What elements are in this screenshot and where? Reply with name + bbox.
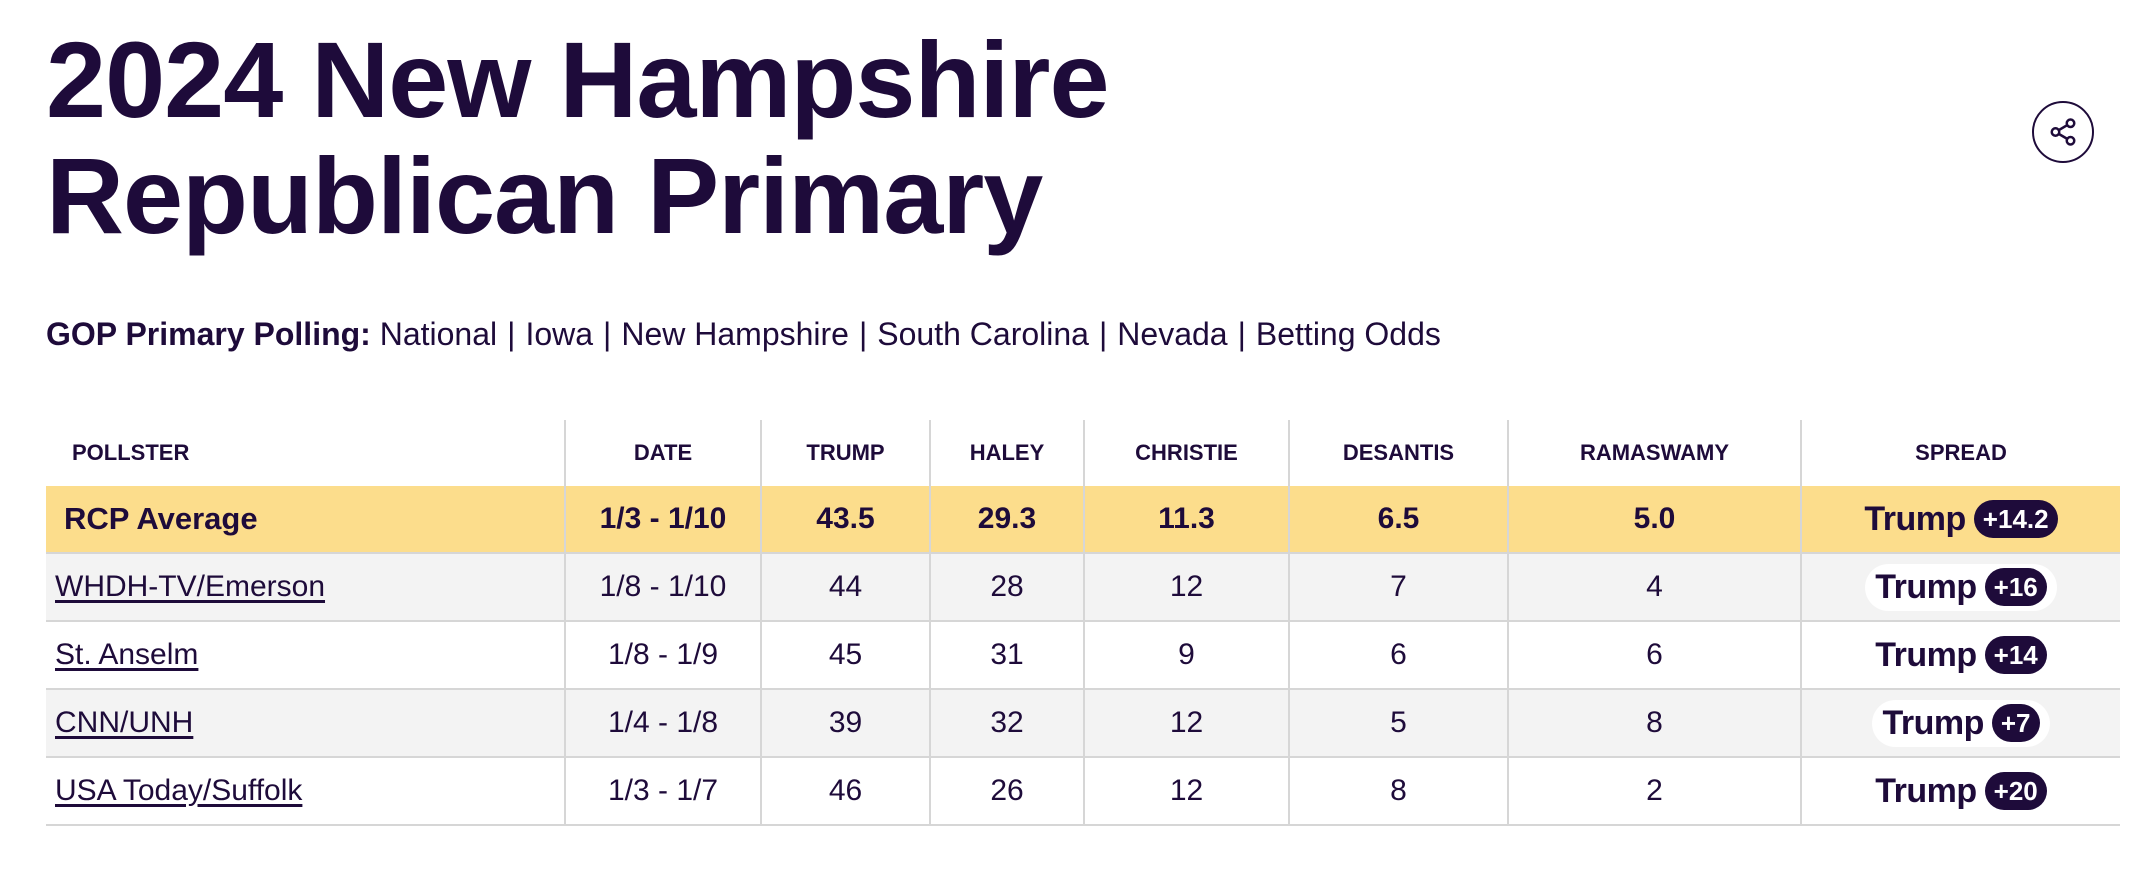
average-christie: 11.3 (1083, 486, 1289, 554)
header-date: DATE (564, 420, 761, 486)
trump-cell: 45 (760, 621, 930, 690)
date-cell: 1/8 - 1/9 (564, 621, 761, 690)
spread-pill: Trump +20 (1865, 767, 2057, 815)
table-row: St. Anselm 1/8 - 1/9 45 31 9 6 6 Trump +… (46, 621, 2120, 690)
nav-link-iowa[interactable]: Iowa (525, 316, 594, 352)
spread-cell: Trump +14 (1800, 621, 2120, 690)
gop-primary-polling-nav: GOP Primary Polling: National | Iowa | New H… (46, 312, 1441, 356)
ramaswamy-cell: 2 (1507, 757, 1801, 826)
spread-candidate: Trump (1875, 567, 1977, 606)
table-header-row: POLLSTER DATE TRUMP HALEY CHRISTIE DESAN… (46, 420, 2120, 486)
spread-cell: Trump +20 (1800, 757, 2120, 826)
table-row: CNN/UNH 1/4 - 1/8 39 32 12 5 8 Trump +7 (46, 689, 2120, 758)
spread-badge: +7 (1991, 704, 2040, 742)
desantis-cell: 7 (1288, 553, 1508, 622)
header-ramaswamy: RAMASWAMY (1507, 420, 1801, 486)
spread-candidate: Trump (1882, 703, 1984, 742)
average-ramaswamy: 5.0 (1507, 486, 1801, 554)
date-cell: 1/8 - 1/10 (564, 553, 761, 622)
spread-pill: Trump +14.2 (1864, 496, 2058, 543)
desantis-cell: 8 (1288, 757, 1508, 826)
trump-cell: 44 (760, 553, 930, 622)
ramaswamy-cell: 6 (1507, 621, 1801, 690)
nav-link-nevada[interactable]: Nevada (1117, 316, 1228, 352)
spread-badge: +16 (1984, 568, 2047, 606)
date-cell: 1/4 - 1/8 (564, 689, 761, 758)
nav-separator: | (1237, 316, 1246, 352)
pollster-cell: USA Today/Suffolk (46, 757, 565, 826)
spread-candidate: Trump (1864, 499, 1966, 538)
ramaswamy-cell: 4 (1507, 553, 1801, 622)
nav-separator: | (507, 316, 516, 352)
spread-badge: +14.2 (1973, 500, 2058, 538)
average-spread: Trump +14.2 (1800, 486, 2120, 554)
pollster-link-st-anselm[interactable]: St. Anselm (55, 638, 199, 671)
page-title-line-1: 2024 New Hampshire (46, 19, 1110, 140)
spread-pill: Trump +14 (1865, 631, 2057, 679)
spread-candidate: Trump (1875, 771, 1977, 810)
average-desantis: 6.5 (1288, 486, 1508, 554)
haley-cell: 28 (929, 553, 1084, 622)
nav-separator: | (603, 316, 612, 352)
average-pollster: RCP Average (46, 486, 565, 554)
nav-link-south-carolina[interactable]: South Carolina (877, 316, 1089, 352)
pollster-link-usa-today-suffolk[interactable]: USA Today/Suffolk (55, 774, 303, 807)
header-haley: HALEY (929, 420, 1084, 486)
haley-cell: 31 (929, 621, 1084, 690)
table-row: USA Today/Suffolk 1/3 - 1/7 46 26 12 8 2… (46, 757, 2120, 826)
rcp-average-row: RCP Average 1/3 - 1/10 43.5 29.3 11.3 6.… (46, 486, 2120, 554)
pollster-link-cnn-unh[interactable]: CNN/UNH (55, 706, 194, 739)
pollster-cell: St. Anselm (46, 621, 565, 690)
pollster-cell: CNN/UNH (46, 689, 565, 758)
table-row: WHDH-TV/Emerson 1/8 - 1/10 44 28 12 7 4 … (46, 553, 2120, 622)
christie-cell: 12 (1083, 553, 1289, 622)
christie-cell: 9 (1083, 621, 1289, 690)
average-trump: 43.5 (760, 486, 930, 554)
nav-separator: | (1098, 316, 1108, 352)
share-button[interactable] (2032, 101, 2094, 163)
header-christie: CHRISTIE (1083, 420, 1289, 486)
header-desantis: DESANTIS (1288, 420, 1508, 486)
spread-cell: Trump +16 (1800, 553, 2120, 622)
header-pollster: POLLSTER (72, 440, 190, 465)
trump-cell: 39 (760, 689, 930, 758)
share-icon (2050, 118, 2076, 146)
page-title-line-2: Republican Primary (46, 135, 1043, 256)
polls-table: POLLSTER DATE TRUMP HALEY CHRISTIE DESAN… (46, 420, 2120, 826)
nav-separator: | (858, 316, 868, 352)
trump-cell: 46 (760, 757, 930, 826)
spread-pill: Trump +7 (1872, 699, 2050, 747)
spread-badge: +14 (1984, 636, 2047, 674)
spread-cell: Trump +7 (1800, 689, 2120, 758)
christie-cell: 12 (1083, 757, 1289, 826)
pollster-cell: WHDH-TV/Emerson (46, 553, 565, 622)
spread-pill: Trump +16 (1865, 563, 2057, 611)
page-title: 2024 New Hampshire Republican Primary (46, 19, 1110, 256)
nav-link-betting-odds[interactable]: Betting Odds (1255, 316, 1441, 352)
haley-cell: 32 (929, 689, 1084, 758)
nav-link-national[interactable]: National (379, 316, 498, 352)
spread-badge: +20 (1984, 772, 2047, 810)
pollster-link-whdh-emerson[interactable]: WHDH-TV/Emerson (55, 570, 326, 603)
desantis-cell: 5 (1288, 689, 1508, 758)
average-haley: 29.3 (929, 486, 1084, 554)
spread-candidate: Trump (1875, 635, 1977, 674)
christie-cell: 12 (1083, 689, 1289, 758)
date-cell: 1/3 - 1/7 (564, 757, 761, 826)
desantis-cell: 6 (1288, 621, 1508, 690)
haley-cell: 26 (929, 757, 1084, 826)
header-trump: TRUMP (760, 420, 930, 486)
nav-link-new-hampshire[interactable]: New Hampshire (621, 316, 849, 352)
ramaswamy-cell: 8 (1507, 689, 1801, 758)
nav-label: GOP Primary Polling: (46, 316, 371, 352)
header-spread: SPREAD (1800, 420, 2120, 486)
average-date: 1/3 - 1/10 (564, 486, 761, 554)
